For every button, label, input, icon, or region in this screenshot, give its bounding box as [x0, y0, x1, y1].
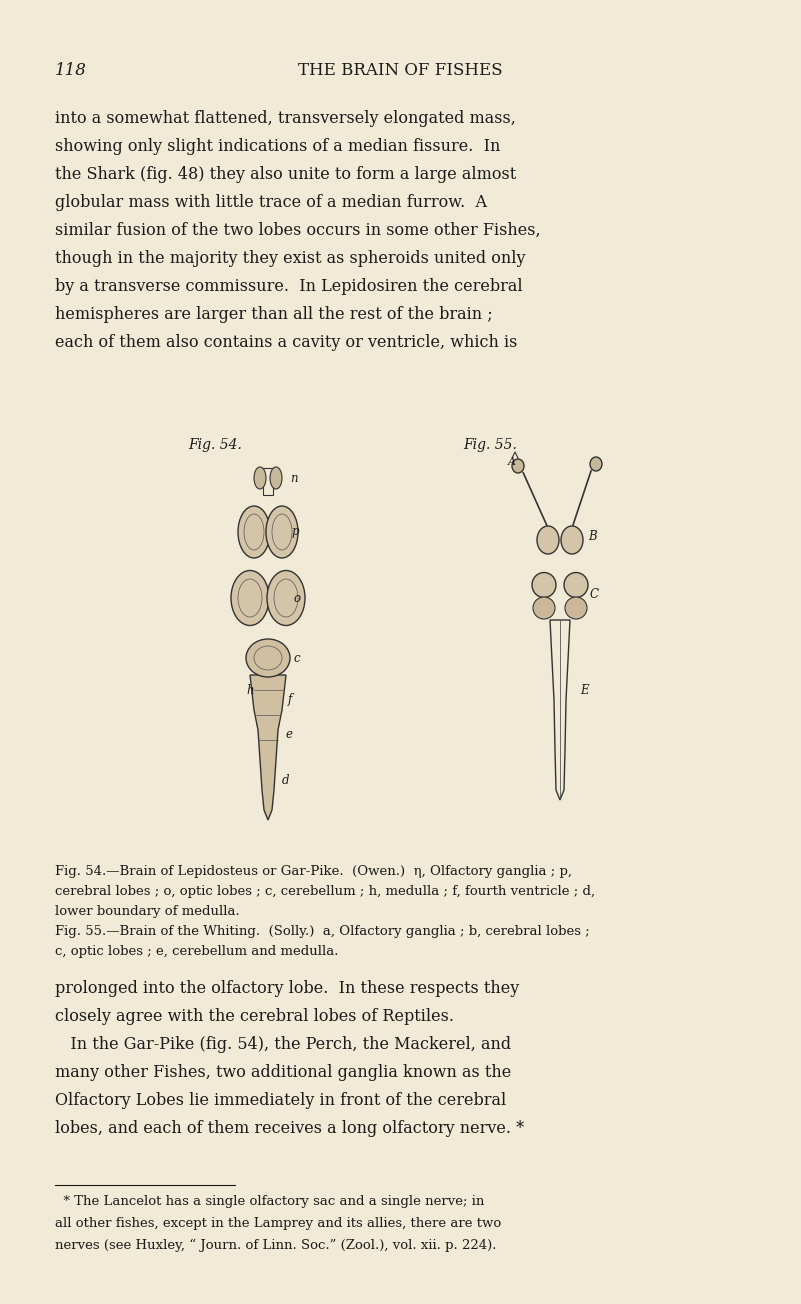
Text: Fig. 54.—Brain of Lepidosteus or Gar-Pike.  (Owen.)  η, Olfactory ganglia ; p,: Fig. 54.—Brain of Lepidosteus or Gar-Pik…	[55, 865, 572, 878]
Text: B: B	[588, 529, 597, 542]
Text: * The Lancelot has a single olfactory sac and a single nerve; in: * The Lancelot has a single olfactory sa…	[55, 1194, 485, 1208]
Ellipse shape	[564, 572, 588, 597]
Text: Fig. 55.—Brain of the Whiting.  (Solly.)  a, Olfactory ganglia ; b, cerebral lob: Fig. 55.—Brain of the Whiting. (Solly.) …	[55, 925, 590, 938]
Text: closely agree with the cerebral lobes of Reptiles.: closely agree with the cerebral lobes of…	[55, 1008, 454, 1025]
Ellipse shape	[266, 506, 298, 558]
Text: cerebral lobes ; o, optic lobes ; c, cerebellum ; h, medulla ; f, fourth ventric: cerebral lobes ; o, optic lobes ; c, cer…	[55, 885, 595, 898]
Ellipse shape	[561, 526, 583, 554]
Text: p: p	[292, 526, 300, 539]
Ellipse shape	[267, 571, 305, 626]
Ellipse shape	[565, 597, 587, 619]
Ellipse shape	[246, 639, 290, 677]
Ellipse shape	[254, 467, 266, 489]
Ellipse shape	[537, 526, 559, 554]
Text: showing only slight indications of a median fissure.  In: showing only slight indications of a med…	[55, 138, 501, 155]
Ellipse shape	[270, 467, 282, 489]
Ellipse shape	[238, 506, 270, 558]
Text: similar fusion of the two lobes occurs in some other Fishes,: similar fusion of the two lobes occurs i…	[55, 222, 541, 239]
Text: h: h	[246, 683, 254, 696]
Text: all other fishes, except in the Lamprey and its allies, there are two: all other fishes, except in the Lamprey …	[55, 1217, 501, 1230]
Text: globular mass with little trace of a median furrow.  A: globular mass with little trace of a med…	[55, 194, 487, 211]
Text: n: n	[290, 472, 298, 485]
Text: c: c	[294, 652, 300, 665]
Text: prolonged into the olfactory lobe.  In these respects they: prolonged into the olfactory lobe. In th…	[55, 981, 519, 998]
Text: lower boundary of medulla.: lower boundary of medulla.	[55, 905, 239, 918]
Text: A: A	[508, 456, 516, 467]
Text: Fig. 54.: Fig. 54.	[188, 438, 242, 452]
Polygon shape	[263, 468, 273, 496]
Text: THE BRAIN OF FISHES: THE BRAIN OF FISHES	[298, 63, 503, 80]
Text: by a transverse commissure.  In Lepidosiren the cerebral: by a transverse commissure. In Lepidosir…	[55, 278, 522, 295]
Text: d: d	[282, 773, 289, 786]
Text: many other Fishes, two additional ganglia known as the: many other Fishes, two additional gangli…	[55, 1064, 511, 1081]
Text: o: o	[294, 592, 301, 605]
Text: hemispheres are larger than all the rest of the brain ;: hemispheres are larger than all the rest…	[55, 306, 493, 323]
Text: each of them also contains a cavity or ventricle, which is: each of them also contains a cavity or v…	[55, 334, 517, 351]
Ellipse shape	[231, 571, 269, 626]
Text: In the Gar-Pike (fig. 54), the Perch, the Mackerel, and: In the Gar-Pike (fig. 54), the Perch, th…	[55, 1035, 511, 1054]
Text: e: e	[286, 729, 293, 742]
Text: nerves (see Huxley, “ Journ. of Linn. Soc.” (Zool.), vol. xii. p. 224).: nerves (see Huxley, “ Journ. of Linn. So…	[55, 1239, 497, 1252]
Text: lobes, and each of them receives a long olfactory nerve. *: lobes, and each of them receives a long …	[55, 1120, 524, 1137]
Ellipse shape	[590, 456, 602, 471]
Text: into a somewhat flattened, transversely elongated mass,: into a somewhat flattened, transversely …	[55, 110, 516, 126]
Text: E: E	[580, 683, 589, 696]
Text: f: f	[288, 694, 292, 707]
Ellipse shape	[512, 459, 524, 473]
Text: Olfactory Lobes lie immediately in front of the cerebral: Olfactory Lobes lie immediately in front…	[55, 1091, 506, 1108]
Text: though in the majority they exist as spheroids united only: though in the majority they exist as sph…	[55, 250, 525, 267]
Ellipse shape	[533, 597, 555, 619]
Text: c, optic lobes ; e, cerebellum and medulla.: c, optic lobes ; e, cerebellum and medul…	[55, 945, 339, 958]
Text: Fig. 55.: Fig. 55.	[463, 438, 517, 452]
Polygon shape	[250, 675, 286, 820]
Text: the Shark (fig. 48) they also unite to form a large almost: the Shark (fig. 48) they also unite to f…	[55, 166, 517, 183]
Text: C: C	[590, 588, 599, 601]
Polygon shape	[550, 619, 570, 799]
Text: 118: 118	[55, 63, 87, 80]
Ellipse shape	[532, 572, 556, 597]
